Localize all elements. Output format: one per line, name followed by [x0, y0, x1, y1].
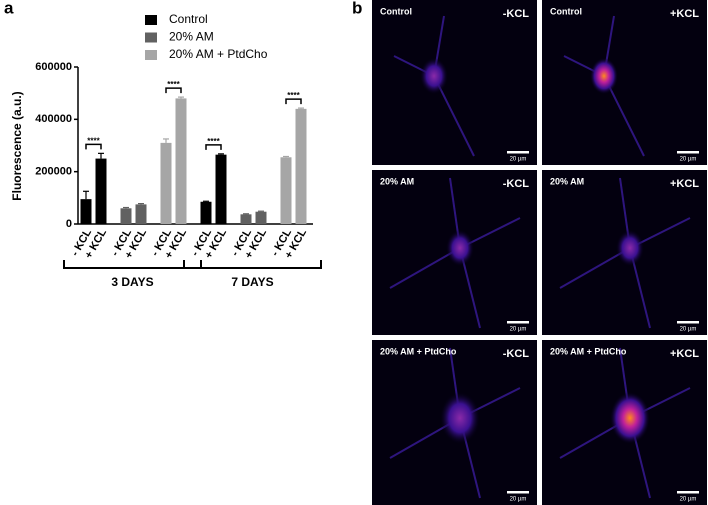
scale-bar [677, 321, 699, 324]
microscopy-image: 20% AM + PtdCho -KCL 20 µm [372, 340, 537, 505]
soma [440, 392, 480, 444]
scale-label: 20 µm [510, 157, 527, 163]
legend-swatch [145, 15, 157, 25]
significance-bracket [85, 143, 102, 150]
scale-label: 20 µm [510, 327, 527, 333]
bar [280, 157, 292, 224]
image-title: 20% AM + PtdCho [380, 346, 457, 356]
bar [120, 208, 132, 224]
image-condition: -KCL [503, 348, 530, 360]
legend-swatch [145, 32, 157, 43]
scale-label: 20 µm [680, 327, 697, 333]
significance-label: **** [287, 91, 300, 100]
significance-bracket [205, 144, 222, 150]
bar [240, 214, 252, 224]
soma [610, 392, 650, 444]
y-tick-label: 600000 [35, 61, 72, 73]
bar [160, 142, 172, 224]
scale-bar [507, 491, 529, 494]
image-condition: -KCL [503, 8, 530, 20]
image-background [372, 0, 537, 165]
image-condition: +KCL [670, 8, 699, 20]
image-title: 20% AM + PtdCho [550, 346, 627, 356]
scale-label: 20 µm [680, 497, 697, 503]
image-condition: +KCL [670, 178, 699, 190]
scale-bar [677, 491, 699, 494]
bar [200, 201, 212, 224]
significance-bracket [165, 87, 182, 94]
microscopy-image: 20% AM + PtdCho +KCL 20 µm [542, 340, 707, 505]
scale-bar [507, 151, 529, 154]
bar [175, 98, 187, 224]
significance-bracket [285, 98, 302, 105]
microscopy-image: 20% AM -KCL 20 µm [372, 170, 537, 335]
image-title: 20% AM [550, 176, 584, 186]
panel-label: a [4, 0, 14, 17]
group-label: 3 DAYS [111, 275, 153, 289]
scale-label: 20 µm [510, 497, 527, 503]
image-title: 20% AM [380, 176, 414, 186]
legend-label: 20% AM [169, 30, 214, 44]
significance-label: **** [167, 80, 180, 89]
legend-swatch [145, 50, 157, 60]
microscopy-image: Control +KCL 20 µm [542, 0, 707, 165]
group-label: 7 DAYS [231, 275, 273, 289]
scale-bar [677, 151, 699, 154]
legend-label: 20% AM + PtdCho [169, 47, 268, 61]
scale-bar [507, 321, 529, 324]
bar [135, 204, 147, 224]
image-background [542, 0, 707, 165]
group-bracket [63, 260, 202, 269]
microscopy-image: Control -KCL 20 µm [372, 0, 537, 165]
soma [420, 57, 448, 95]
y-axis-label: Fluorescence (a.u.) [10, 91, 24, 200]
significance-label: **** [207, 137, 220, 146]
bar [95, 158, 107, 224]
soma [446, 229, 474, 267]
image-title: Control [550, 6, 582, 16]
soma [590, 57, 618, 95]
bar [295, 108, 307, 224]
legend-label: Control [169, 12, 208, 26]
y-tick-label: 200000 [35, 166, 72, 178]
significance-label: **** [87, 136, 100, 145]
image-condition: -KCL [503, 178, 530, 190]
image-condition: +KCL [670, 348, 699, 360]
y-tick-label: 400000 [35, 113, 72, 125]
y-tick-label: 0 [66, 218, 72, 230]
bar [255, 211, 267, 224]
group-bracket [183, 260, 322, 269]
microscopy-image: 20% AM +KCL 20 µm [542, 170, 707, 335]
bar [215, 154, 227, 224]
bar [80, 199, 92, 224]
soma [616, 229, 644, 267]
image-title: Control [380, 6, 412, 16]
panel-label: b [352, 0, 362, 17]
scale-label: 20 µm [680, 157, 697, 163]
